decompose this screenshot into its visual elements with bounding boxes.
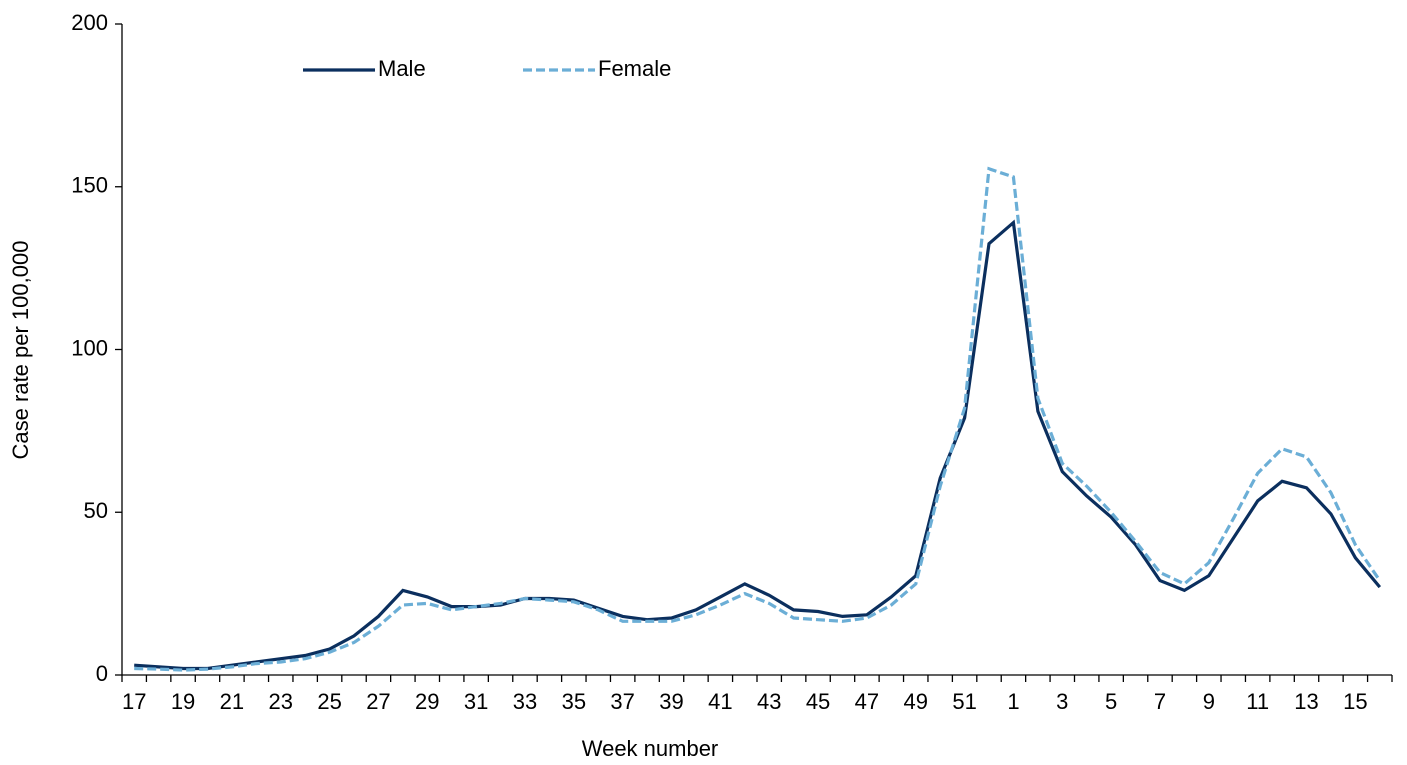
y-tick-label: 100 — [71, 335, 108, 360]
x-tick-label: 27 — [366, 689, 390, 714]
x-tick-label: 21 — [220, 689, 244, 714]
x-tick-label: 45 — [806, 689, 830, 714]
x-tick-label: 13 — [1294, 689, 1318, 714]
x-tick-label: 29 — [415, 689, 439, 714]
legend-label: Female — [598, 56, 671, 81]
x-tick-label: 43 — [757, 689, 781, 714]
x-tick-label: 23 — [269, 689, 293, 714]
y-axis-label: Case rate per 100,000 — [8, 241, 33, 460]
y-tick-label: 0 — [96, 661, 108, 686]
x-tick-label: 41 — [708, 689, 732, 714]
x-tick-label: 1 — [1007, 689, 1019, 714]
x-tick-label: 35 — [562, 689, 586, 714]
y-tick-label: 150 — [71, 173, 108, 198]
x-tick-label: 51 — [952, 689, 976, 714]
x-tick-label: 15 — [1343, 689, 1367, 714]
series-line — [134, 166, 1382, 672]
x-tick-label: 5 — [1105, 689, 1117, 714]
x-axis-label: Week number — [582, 736, 719, 761]
legend-label: Male — [378, 56, 426, 81]
y-tick-label: 50 — [84, 498, 108, 523]
x-tick-label: 19 — [171, 689, 195, 714]
series-line — [134, 219, 1382, 671]
x-tick-label: 37 — [610, 689, 634, 714]
x-tick-label: 11 — [1246, 689, 1269, 714]
x-tick-label: 33 — [513, 689, 537, 714]
x-tick-label: 39 — [659, 689, 683, 714]
x-tick-label: 25 — [317, 689, 341, 714]
y-tick-label: 200 — [71, 10, 108, 35]
x-tick-label: 47 — [855, 689, 879, 714]
x-tick-label: 17 — [122, 689, 146, 714]
x-tick-label: 9 — [1203, 689, 1215, 714]
x-tick-label: 3 — [1056, 689, 1068, 714]
x-tick-label: 31 — [464, 689, 488, 714]
x-tick-label: 7 — [1154, 689, 1166, 714]
x-tick-label: 49 — [904, 689, 928, 714]
